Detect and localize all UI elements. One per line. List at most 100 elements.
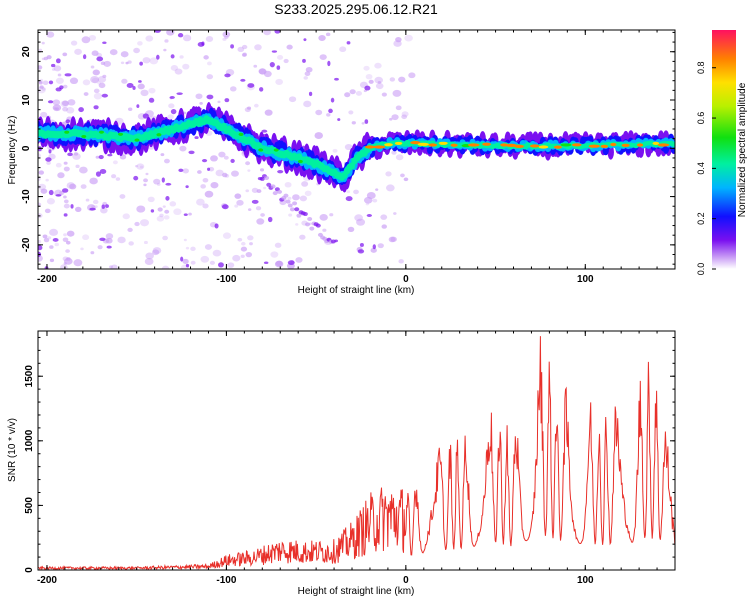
spectrogram-noise-blob [275, 78, 284, 86]
spectrogram-peak-blob [384, 143, 393, 147]
spectrogram-noise-blob [301, 181, 309, 187]
y-tick-label: -10 [21, 189, 32, 204]
spectrogram-noise-blob [245, 189, 250, 193]
y-tick-label: 1000 [24, 429, 35, 452]
spectrogram-noise-blob [43, 237, 50, 243]
spectrogram-noise-blob [178, 168, 184, 173]
spectrogram-noise-blob [247, 208, 252, 211]
spectrogram-peak-blob [657, 143, 670, 147]
spectrogram-noise-blob [49, 258, 55, 263]
spectrogram-noise-blob [98, 82, 106, 89]
spectrogram-peak-blob [64, 130, 70, 134]
spectrogram-noise-blob [163, 48, 167, 52]
spectrogram-noise-blob [92, 199, 99, 205]
spectrogram-noise-blob [372, 198, 378, 203]
spectrogram-noise-blob [227, 262, 235, 268]
colorbar: 0.0 0.2 0.4 0.6 0.8 Normalized spectral ampl… [696, 30, 748, 275]
spectrogram-noise-blob [57, 172, 65, 179]
spectrogram-noise-blob [143, 240, 148, 245]
spectrogram-noise-blob [91, 77, 99, 84]
spectrogram-noise-blob [55, 107, 59, 111]
spectrogram-peak-blob [417, 142, 430, 146]
y-tick-label: 0 [21, 145, 32, 151]
spectrogram-noise-blob [182, 258, 189, 264]
spectrogram-noise-blob [51, 68, 56, 71]
spectrogram-noise-blob [209, 260, 215, 265]
spectrogram-noise-blob [169, 96, 175, 99]
spectrogram-noise-blob [190, 260, 196, 265]
spectrogram-noise-blob [38, 183, 47, 191]
spectrogram-noise-blob [109, 49, 118, 56]
spectrogram-noise-blob [327, 60, 331, 67]
spectrogram-noise-blob [210, 181, 219, 189]
spectrogram-peak-blob [330, 172, 336, 176]
spectrogram-noise-blob [170, 64, 179, 71]
spectrogram-noise-blob [264, 109, 273, 116]
spectrogram-noise-blob [90, 75, 100, 84]
spectrogram-noise-blob [98, 155, 104, 160]
spectrogram-noise-blob [82, 234, 90, 241]
spectrogram-noise-blob [203, 55, 209, 60]
x-tick-label: 100 [577, 575, 594, 586]
spectrogram-noise-blob [173, 208, 182, 216]
spectrogram-noise-blob [70, 204, 74, 209]
spectrogram-branch-blob [264, 175, 270, 180]
spectrogram-noise-blob [38, 80, 43, 84]
spectrogram-peak-blob [467, 143, 480, 147]
spectrogram-noise-blob [393, 212, 397, 215]
colorbar-label: Normalized spectral amplitude [737, 82, 748, 217]
spectrogram-noise-blob [288, 96, 297, 103]
spectrogram-noise-blob [38, 240, 42, 244]
spectrogram-noise-blob [353, 189, 359, 195]
spectrogram-noise-blob [222, 37, 227, 41]
x-tick-label: 0 [403, 575, 409, 586]
spectrogram-noise-blob [126, 83, 134, 88]
spectrogram-noise-blob [212, 249, 222, 257]
spectrogram-noise-blob [337, 118, 341, 122]
spectrogram-noise-blob [109, 265, 113, 269]
spectrogram-noise-blob [274, 30, 281, 34]
spectrogram-branch-blob [285, 199, 291, 204]
spectrogram-noise-blob [351, 121, 356, 125]
spectrogram-noise-blob [136, 163, 145, 170]
spectrogram-noise-blob [137, 83, 145, 90]
spectrogram-noise-blob [110, 264, 118, 269]
spectrogram-noise-blob [224, 98, 230, 103]
spectrogram-noise-blob [380, 214, 388, 220]
spectrogram-noise-blob [120, 61, 125, 65]
spectrogram-noise-blob [391, 150, 397, 155]
spectrogram-noise-blob [133, 175, 139, 181]
spectrogram-noise-blob [160, 153, 165, 157]
spectrogram-noise-blob [197, 170, 202, 174]
spectrogram-noise-blob [302, 58, 306, 63]
spectrogram-noise-blob [389, 77, 396, 82]
spectrogram-peak-blob [410, 141, 421, 145]
spectrogram-noise-blob [366, 191, 376, 200]
spectrogram-noise-blob [304, 190, 312, 197]
spectrogram-noise-blob [128, 107, 133, 112]
spectrogram-noise-blob [328, 108, 333, 114]
spectrogram-noise-blob [249, 242, 253, 246]
spectrogram-noise-blob [284, 181, 292, 188]
spectrogram-noise-blob [259, 87, 264, 92]
spectrogram-noise-blob [207, 167, 211, 171]
spectrogram-noise-blob [49, 228, 59, 236]
colorbar-tick-label: 0.8 [696, 61, 706, 74]
spectrogram-noise-blob [99, 237, 106, 241]
spectrogram-noise-blob [88, 34, 97, 41]
spectrogram-noise-blob [214, 223, 219, 229]
y-tick-label: -20 [21, 237, 32, 252]
spectrogram-noise-blob [78, 107, 84, 113]
spectrogram-noise-blob [204, 190, 214, 198]
spectrogram-noise-blob [97, 81, 102, 85]
spectrogram-noise-blob [245, 161, 251, 166]
snr-ylabel: SNR (10 * v/v) [7, 418, 18, 482]
spectrogram-noise-blob [97, 245, 103, 250]
spectrogram-noise-blob [391, 114, 399, 121]
spectrogram-noise-blob [140, 219, 150, 227]
spectrogram-noise-blob [134, 221, 140, 227]
spectrogram-noise-blob [80, 247, 84, 251]
spectrogram-noise-blob [102, 41, 107, 44]
spectrogram-noise-blob [263, 30, 271, 36]
